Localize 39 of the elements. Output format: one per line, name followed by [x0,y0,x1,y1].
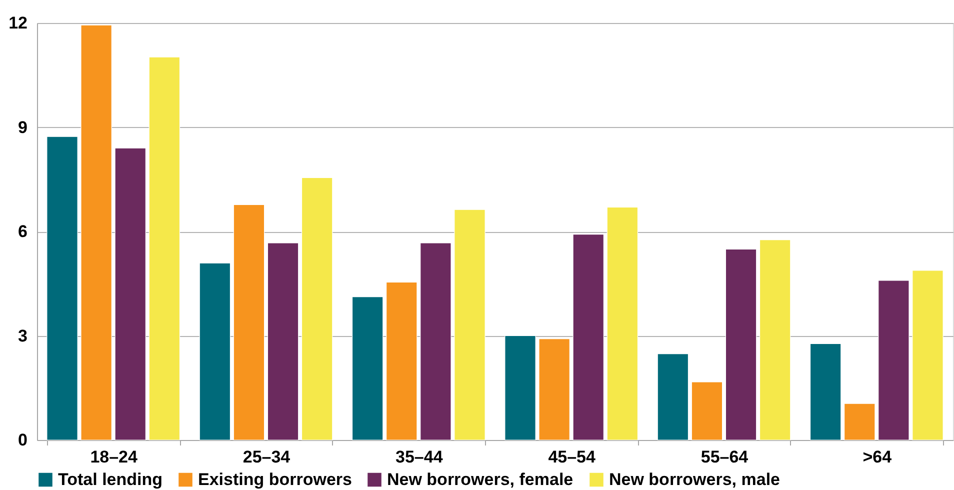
x-tick-label: 45–54 [548,448,596,466]
bar [80,24,112,440]
y-tick-label: 3 [18,326,28,346]
bar [46,136,78,440]
bar [504,335,536,440]
y-tick-label: 0 [18,430,28,450]
bar [114,148,146,440]
x-tick-label: >64 [862,448,892,466]
legend-label: New borrowers, female [387,470,574,489]
bar [810,343,842,440]
x-tick-label: 55–64 [700,448,749,466]
y-tick-label: 9 [18,118,28,137]
x-tick-label: 35–44 [396,448,444,466]
bar [691,382,723,440]
bar [538,338,570,440]
y-tick-label: 6 [18,222,28,241]
bar [878,280,910,440]
bar [199,262,231,440]
bar [267,242,299,440]
bar [301,177,333,440]
bar [148,56,180,440]
bar [606,206,638,440]
x-tick-label: 25–34 [242,448,291,466]
x-tick-label: 18–24 [90,448,138,466]
bar [572,234,604,440]
bar [759,240,791,440]
bar [352,296,384,440]
bar [657,354,689,440]
bar [233,204,265,440]
y-tick-label: 12 [8,14,28,32]
legend-label: Existing borrowers [198,470,352,489]
legend-label: New borrowers, male [609,470,780,489]
legend-label: Total lending [58,470,163,489]
bar [420,242,452,440]
bar [844,403,876,440]
bar [912,270,944,440]
bar [454,209,486,440]
bar [725,248,757,440]
bar [386,282,418,440]
